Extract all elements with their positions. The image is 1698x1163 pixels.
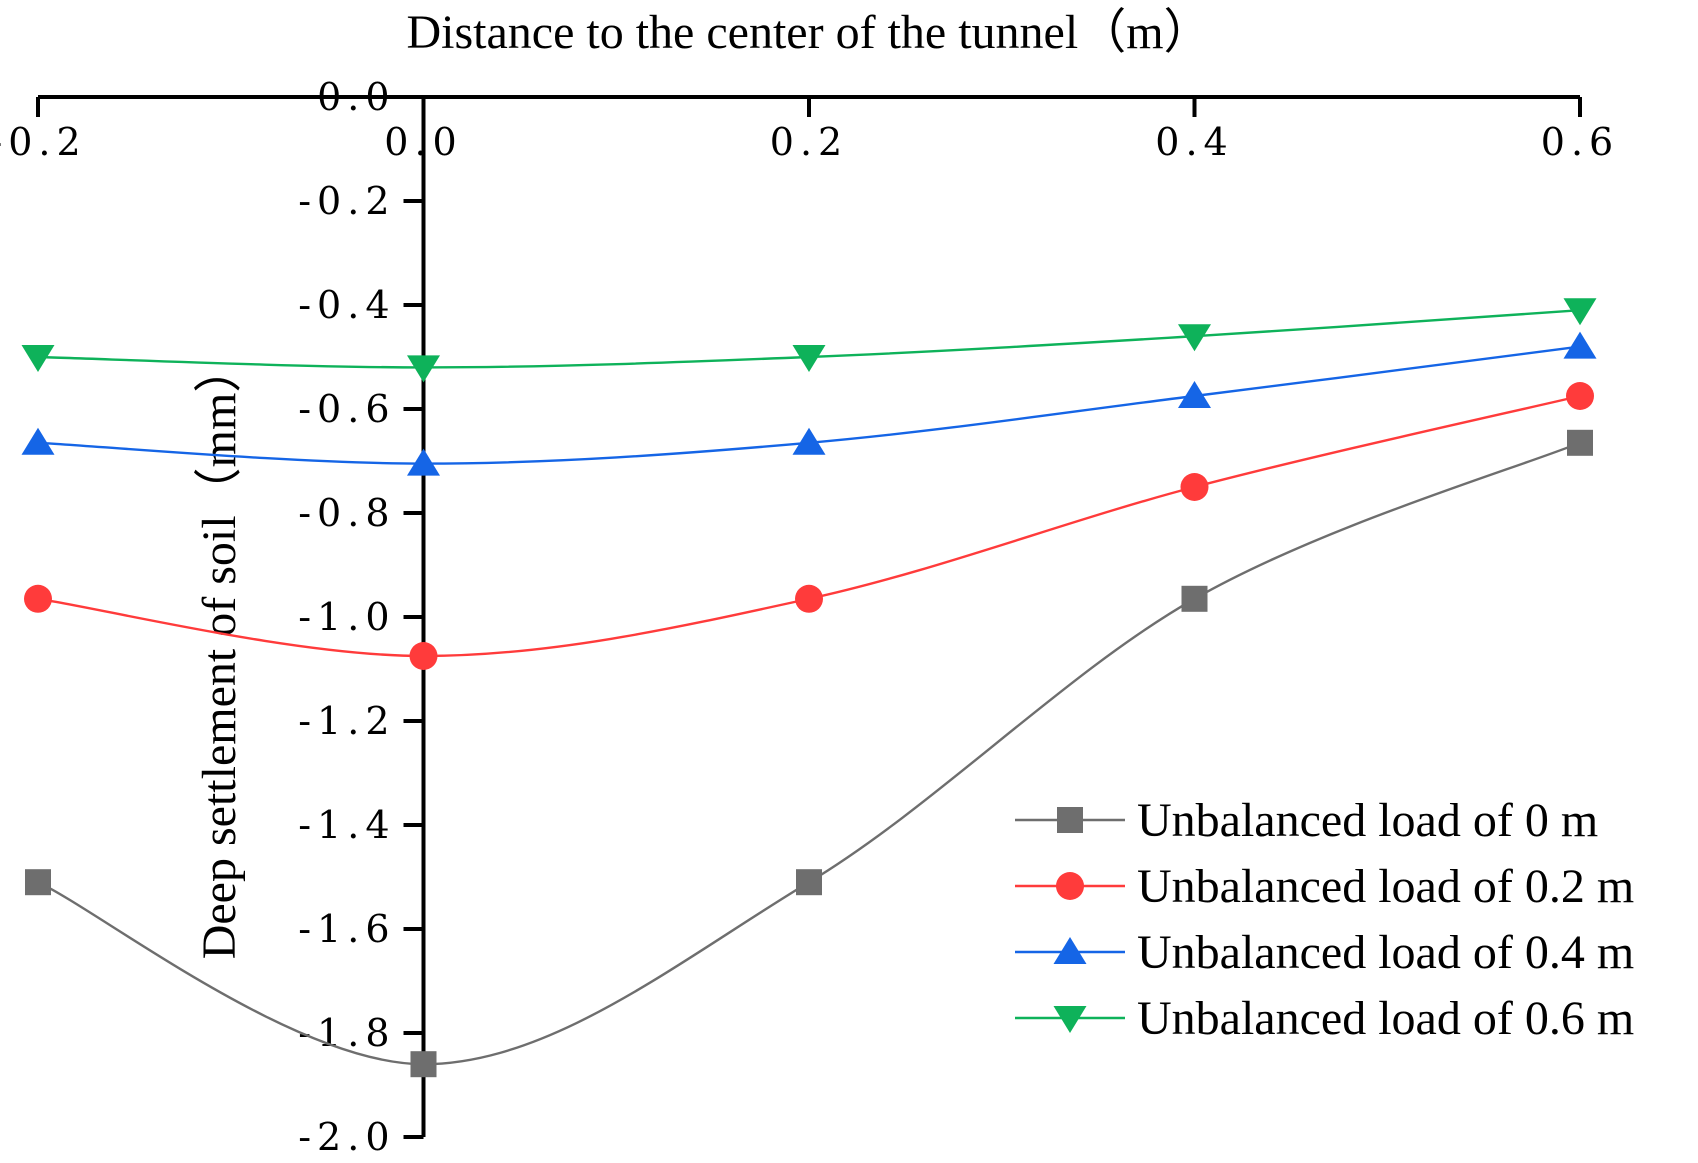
x-tick-label: 0.6: [1541, 120, 1619, 164]
x-axis-title: Distance to the center of the tunnel（m）: [406, 6, 1211, 59]
data-point: [795, 584, 823, 613]
data-point: [1178, 324, 1211, 352]
series-group: [21, 298, 1597, 1078]
y-tick-label: -0.6: [298, 387, 395, 431]
series-1: [24, 382, 1594, 670]
data-point: [1563, 298, 1597, 326]
y-tick-label: -1.2: [298, 699, 395, 743]
y-tick-label: -1.0: [298, 595, 395, 639]
series-3: [21, 298, 1597, 383]
data-point: [24, 584, 52, 613]
legend-label: Unbalanced load of 0 m: [1137, 794, 1598, 847]
y-tick-label: -0.4: [298, 283, 395, 327]
legend-marker: [1053, 1006, 1087, 1033]
axes: -0.2 0.0 0.2 0.4 0.6 0.0 -0.2 -0.4 -0.6 -0.8 -1.0 -…: [0, 75, 1619, 1159]
y-tick-label: -2.0: [298, 1115, 395, 1159]
data-point: [21, 345, 55, 372]
legend-label: Unbalanced load of 0.2 m: [1137, 860, 1634, 913]
data-point: [410, 1051, 437, 1078]
x-tick-label: 0.0: [384, 120, 462, 164]
x-tick-label: 0.2: [770, 120, 848, 164]
legend-item: Unbalanced load of 0.2 m: [1015, 860, 1634, 913]
legend-item: Unbalanced load of 0.6 m: [1015, 992, 1634, 1045]
legend-label: Unbalanced load of 0.4 m: [1137, 926, 1634, 979]
series-2: [21, 331, 1597, 476]
series-0: [25, 429, 1593, 1078]
y-tick-label: -0.2: [298, 179, 395, 223]
data-point: [1563, 331, 1597, 359]
data-point: [407, 355, 440, 383]
y-tick-label: -1.6: [298, 907, 395, 951]
y-tick-label: -0.8: [298, 491, 395, 535]
x-tick-label: -0.2: [0, 120, 87, 164]
data-point: [792, 345, 826, 372]
data-point: [1567, 429, 1593, 456]
data-point: [25, 869, 51, 896]
data-point: [407, 448, 440, 476]
legend-item: Unbalanced load of 0.4 m: [1015, 926, 1634, 979]
data-point: [792, 427, 826, 455]
data-point: [1181, 585, 1208, 612]
y-tick-label: -1.4: [298, 803, 395, 847]
legend-item: Unbalanced load of 0 m: [1015, 794, 1598, 847]
y-tick-label: 0.0: [317, 75, 395, 119]
legend-marker: [1056, 872, 1084, 900]
legend-marker: [1057, 807, 1083, 833]
legend-label: Unbalanced load of 0.6 m: [1137, 992, 1634, 1045]
data-point: [796, 869, 822, 896]
data-point: [21, 427, 55, 455]
x-tick-label: 0.4: [1155, 120, 1233, 164]
y-axis-title: Deep settlement of soil（mm）: [193, 345, 246, 960]
data-point: [1178, 381, 1211, 408]
legend: Unbalanced load of 0 m Unbalanced load of…: [1015, 794, 1634, 1045]
legend-marker: [1053, 937, 1087, 964]
data-point: [1180, 473, 1209, 501]
y-tick-label: -1.8: [298, 1011, 395, 1055]
data-point: [1566, 382, 1594, 410]
data-point: [409, 642, 438, 670]
